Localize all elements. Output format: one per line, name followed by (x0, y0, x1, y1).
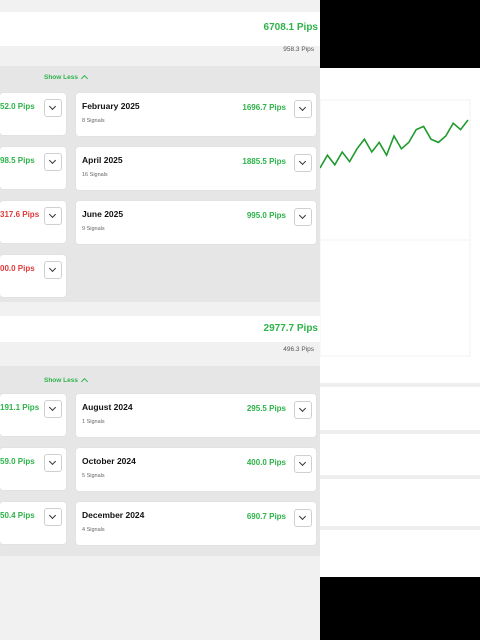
month-card-partial: 50.4 Pips (0, 502, 66, 544)
chevron-down-icon[interactable] (294, 208, 312, 226)
average-pips-b: 496.3 Pips (283, 346, 314, 353)
chevron-down-icon[interactable] (294, 154, 312, 172)
pips-value: 400.0 Pips (246, 458, 286, 467)
chevron-down-icon[interactable] (44, 400, 62, 418)
results-page: 6708.1 Pips 958.3 Pips Show Less 52.0 Pi… (0, 0, 320, 640)
show-less-toggle-b[interactable]: Show Less (44, 377, 89, 386)
chevron-down-icon[interactable] (44, 454, 62, 472)
panel-divider (320, 430, 480, 434)
chevron-down-icon[interactable] (294, 100, 312, 118)
signals-count: 4 Signals (82, 527, 105, 533)
month-card-partial: 52.0 Pips (0, 93, 66, 135)
chart-frame (320, 99, 471, 357)
pips-value: 52.0 Pips (0, 102, 35, 111)
month-title: August 2024 (82, 402, 133, 412)
panel-divider (320, 475, 480, 479)
show-less-label: Show Less (44, 74, 78, 81)
chevron-up-icon (80, 377, 89, 386)
summary-band-a (0, 12, 320, 46)
chart-panel (320, 68, 480, 577)
signals-count: 5 Signals (82, 473, 105, 479)
equity-line (320, 119, 469, 169)
panel-divider (320, 383, 480, 387)
chevron-down-icon[interactable] (44, 261, 62, 279)
month-card-partial: 98.5 Pips (0, 147, 66, 189)
month-card-partial: 59.0 Pips (0, 448, 66, 490)
pips-value: 50.4 Pips (0, 511, 35, 520)
total-pips-a: 6708.1 Pips (263, 22, 318, 33)
month-title: October 2024 (82, 456, 136, 466)
month-card[interactable]: April 2025 16 Signals 1885.5 Pips (76, 147, 316, 190)
chevron-down-icon[interactable] (294, 455, 312, 473)
signals-count: 1 Signals (82, 419, 105, 425)
pips-value: 191.1 Pips (0, 403, 40, 412)
equity-chart (320, 99, 471, 357)
month-card[interactable]: August 2024 1 Signals 295.5 Pips (76, 394, 316, 437)
show-less-toggle-a[interactable]: Show Less (44, 74, 89, 83)
signals-count: 8 Signals (82, 118, 105, 124)
show-less-label: Show Less (44, 377, 78, 384)
pips-value: 59.0 Pips (0, 457, 35, 466)
pips-value: 98.5 Pips (0, 156, 35, 165)
month-card[interactable]: February 2025 8 Signals 1696.7 Pips (76, 93, 316, 136)
chevron-down-icon[interactable] (44, 508, 62, 526)
average-pips-a: 958.3 Pips (283, 46, 314, 53)
pips-value: 295.5 Pips (246, 404, 286, 413)
month-card[interactable]: October 2024 5 Signals 400.0 Pips (76, 448, 316, 491)
total-pips-b: 2977.7 Pips (263, 323, 318, 334)
chevron-down-icon[interactable] (44, 99, 62, 117)
month-card[interactable]: June 2025 9 Signals 995.0 Pips (76, 201, 316, 244)
panel-divider (320, 526, 480, 530)
month-title: April 2025 (82, 155, 123, 165)
month-card-partial: 317.6 Pips (0, 201, 66, 243)
month-card-partial: 191.1 Pips (0, 394, 66, 436)
month-title: June 2025 (82, 209, 124, 219)
month-card-partial: 00.0 Pips (0, 255, 66, 297)
signals-count: 9 Signals (82, 226, 105, 232)
pips-value: 690.7 Pips (246, 512, 286, 521)
pips-value: 317.6 Pips (0, 210, 40, 219)
signals-count: 16 Signals (82, 172, 108, 178)
chevron-down-icon[interactable] (294, 509, 312, 527)
chevron-down-icon[interactable] (44, 207, 62, 225)
pips-value: 1885.5 Pips (242, 157, 286, 166)
dark-overlay-bottom (320, 577, 480, 640)
summary-band-b (0, 316, 320, 342)
pips-value: 1696.7 Pips (242, 103, 286, 112)
chevron-down-icon[interactable] (294, 401, 312, 419)
month-card[interactable]: December 2024 4 Signals 690.7 Pips (76, 502, 316, 545)
chevron-up-icon (80, 74, 89, 83)
dark-overlay-top (320, 0, 480, 68)
pips-value: 995.0 Pips (246, 211, 286, 220)
chevron-down-icon[interactable] (44, 153, 62, 171)
month-title: February 2025 (82, 101, 140, 111)
pips-value: 00.0 Pips (0, 264, 35, 273)
month-title: December 2024 (82, 510, 145, 520)
